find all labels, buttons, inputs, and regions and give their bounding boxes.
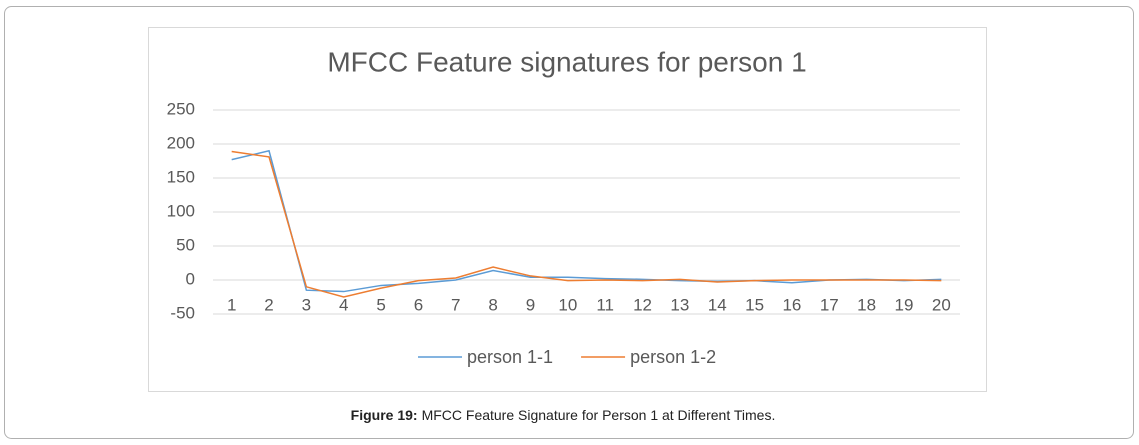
x-tick-label: 6 xyxy=(414,295,423,314)
x-tick-label: 1 xyxy=(227,295,236,314)
x-tick-label: 8 xyxy=(488,295,497,314)
x-tick-label: 12 xyxy=(633,295,652,314)
chart-frame xyxy=(148,27,987,392)
legend-label: person 1-2 xyxy=(630,347,716,367)
y-tick-label: 150 xyxy=(167,167,195,186)
x-tick-label: 10 xyxy=(558,295,577,314)
y-tick-label: 200 xyxy=(167,133,195,152)
caption: Figure 19: MFCC Feature Signature for Per… xyxy=(351,407,776,423)
x-tick-label: 2 xyxy=(264,295,273,314)
x-tick-label: 9 xyxy=(526,295,535,314)
x-tick-label: 11 xyxy=(596,295,614,314)
series-line xyxy=(231,150,942,298)
x-tick-label: 5 xyxy=(376,295,385,314)
x-tick-label: 14 xyxy=(708,295,727,314)
x-tick-label: 16 xyxy=(782,295,801,314)
caption-label: Figure 19: xyxy=(351,407,418,423)
caption-text: MFCC Feature Signature for Person 1 at D… xyxy=(422,407,776,423)
x-tick-label: 18 xyxy=(857,295,876,314)
y-tick-label: 50 xyxy=(176,235,195,254)
x-tick-label: 13 xyxy=(670,295,689,314)
x-tick-label: 20 xyxy=(932,295,951,314)
x-tick-label: 4 xyxy=(339,295,348,314)
y-tick-label: 100 xyxy=(167,201,195,220)
y-tick-label: 250 xyxy=(167,99,195,118)
x-tick-label: 17 xyxy=(820,295,839,314)
y-tick-label: -50 xyxy=(170,303,195,322)
x-tick-label: 7 xyxy=(451,295,460,314)
x-tick-label: 19 xyxy=(895,295,914,314)
x-tick-label: 3 xyxy=(302,295,311,314)
y-tick-label: 0 xyxy=(186,269,195,288)
x-tick-label: 15 xyxy=(745,295,764,314)
legend-label: person 1-1 xyxy=(467,347,553,367)
chart-title: MFCC Feature signatures for person 1 xyxy=(327,46,806,77)
